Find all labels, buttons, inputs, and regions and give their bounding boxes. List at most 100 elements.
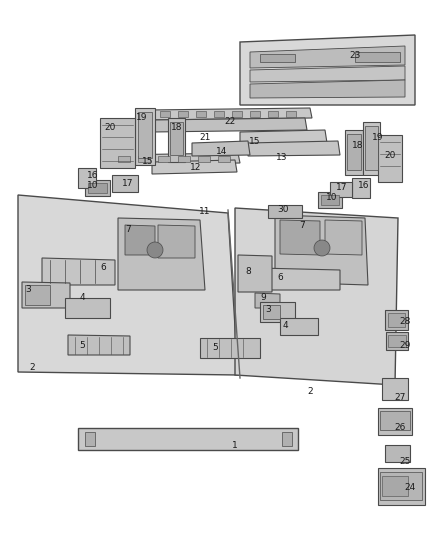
Polygon shape [192, 141, 250, 156]
Text: 23: 23 [350, 51, 360, 60]
Polygon shape [138, 156, 150, 162]
Polygon shape [263, 305, 280, 319]
Polygon shape [282, 432, 292, 446]
Polygon shape [240, 35, 415, 105]
Polygon shape [118, 156, 130, 162]
Polygon shape [248, 141, 340, 156]
Text: 13: 13 [276, 154, 288, 163]
Polygon shape [347, 134, 361, 170]
Polygon shape [352, 178, 370, 198]
Text: 19: 19 [136, 114, 148, 123]
Text: 30: 30 [277, 206, 289, 214]
Text: 7: 7 [299, 221, 305, 230]
Polygon shape [100, 118, 135, 168]
Polygon shape [125, 225, 155, 255]
Polygon shape [330, 182, 352, 197]
Polygon shape [238, 255, 272, 292]
Polygon shape [232, 111, 242, 117]
Polygon shape [250, 66, 405, 82]
Polygon shape [22, 282, 70, 308]
Polygon shape [280, 220, 320, 255]
Polygon shape [268, 111, 278, 117]
Polygon shape [152, 118, 307, 132]
Text: 5: 5 [212, 343, 218, 352]
Polygon shape [325, 220, 362, 255]
Text: 2: 2 [307, 387, 313, 397]
Polygon shape [25, 285, 50, 305]
Text: 16: 16 [87, 171, 99, 180]
Polygon shape [250, 80, 405, 98]
Polygon shape [280, 318, 318, 335]
Polygon shape [85, 180, 110, 196]
Polygon shape [260, 302, 295, 322]
Polygon shape [240, 130, 327, 144]
Text: 3: 3 [265, 305, 271, 314]
Polygon shape [378, 408, 412, 435]
Polygon shape [268, 205, 302, 218]
Polygon shape [178, 111, 188, 117]
Polygon shape [88, 183, 107, 193]
Polygon shape [380, 411, 410, 430]
Polygon shape [355, 52, 400, 62]
Polygon shape [18, 195, 238, 375]
Text: 16: 16 [358, 181, 370, 190]
Circle shape [314, 240, 330, 256]
Text: 10: 10 [326, 192, 338, 201]
Polygon shape [178, 156, 190, 162]
Text: 20: 20 [104, 124, 116, 133]
Polygon shape [382, 378, 408, 400]
Polygon shape [365, 126, 378, 170]
Text: 17: 17 [336, 183, 348, 192]
Polygon shape [118, 218, 205, 290]
Text: 6: 6 [277, 273, 283, 282]
Text: 1: 1 [232, 440, 238, 449]
Polygon shape [78, 428, 298, 450]
Text: 11: 11 [199, 207, 211, 216]
Polygon shape [385, 445, 410, 462]
Polygon shape [112, 175, 138, 192]
Polygon shape [196, 111, 206, 117]
Text: 2: 2 [29, 364, 35, 373]
Polygon shape [65, 298, 110, 318]
Text: 6: 6 [100, 263, 106, 272]
Text: 26: 26 [394, 424, 406, 432]
Polygon shape [385, 310, 408, 330]
Polygon shape [170, 122, 183, 155]
Polygon shape [286, 111, 296, 117]
Polygon shape [214, 111, 224, 117]
Polygon shape [112, 153, 240, 165]
Polygon shape [321, 195, 339, 205]
Polygon shape [318, 192, 342, 208]
Text: 19: 19 [372, 133, 384, 142]
Text: 15: 15 [249, 138, 261, 147]
Polygon shape [138, 112, 152, 158]
Text: 25: 25 [399, 457, 411, 466]
Polygon shape [148, 108, 312, 120]
Polygon shape [363, 122, 380, 175]
Circle shape [147, 242, 163, 258]
Text: 21: 21 [199, 133, 211, 142]
Polygon shape [158, 156, 170, 162]
Text: 18: 18 [171, 124, 183, 133]
Text: 14: 14 [216, 148, 228, 157]
Text: 17: 17 [122, 179, 134, 188]
Polygon shape [85, 432, 95, 446]
Polygon shape [200, 338, 260, 358]
Polygon shape [386, 332, 408, 350]
Text: 5: 5 [79, 341, 85, 350]
Polygon shape [158, 225, 195, 258]
Polygon shape [258, 268, 340, 290]
Polygon shape [255, 293, 280, 308]
Polygon shape [78, 168, 96, 188]
Text: 10: 10 [87, 181, 99, 190]
Text: 22: 22 [224, 117, 236, 126]
Polygon shape [160, 111, 170, 117]
Polygon shape [250, 46, 405, 68]
Text: 7: 7 [125, 225, 131, 235]
Text: 24: 24 [404, 483, 416, 492]
Text: 4: 4 [282, 320, 288, 329]
Polygon shape [380, 472, 422, 500]
Polygon shape [235, 208, 398, 385]
Polygon shape [68, 335, 130, 355]
Polygon shape [378, 135, 402, 182]
